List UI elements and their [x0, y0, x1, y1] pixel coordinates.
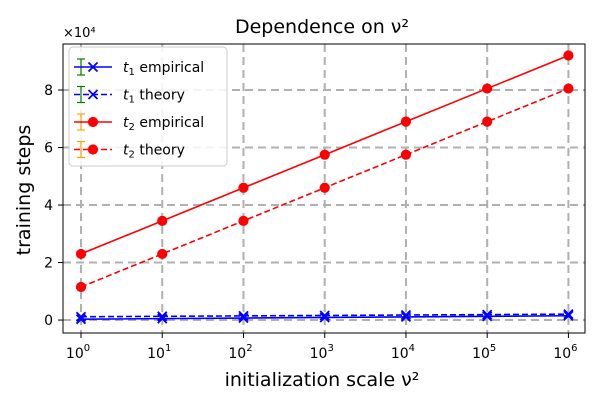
marker-stroke	[75, 311, 87, 322]
marker-stroke	[563, 310, 574, 321]
y-tick-label: 4	[44, 198, 53, 214]
series-layer	[75, 50, 574, 325]
legend: t1 empirical t1 theory t2 empirical t2 theo…	[68, 46, 228, 167]
y-tick-label: 8	[44, 83, 53, 99]
data-point-t1t	[563, 309, 574, 320]
x-tick-label: 100	[66, 343, 90, 362]
marker-stroke	[563, 309, 574, 320]
legend-label: t2 theory	[123, 143, 185, 161]
series-t1e	[75, 310, 574, 325]
data-point-t2t	[400, 149, 412, 160]
marker-stroke	[238, 310, 249, 322]
legend-marker	[87, 89, 99, 100]
legend-marker	[87, 61, 99, 73]
marker-stroke	[157, 311, 168, 322]
ticks: 100 101 102 103 104 105 106 0 2 4 6 8	[44, 83, 577, 362]
legend-entry-t2e: t2 empirical	[74, 113, 204, 133]
data-point-t2e	[157, 215, 168, 226]
y-axis-label: training steps	[13, 125, 35, 256]
legend-marker	[87, 116, 99, 128]
legend-entry-t2t: t2 theory	[74, 140, 185, 161]
y-multiplier: ×10⁴	[63, 26, 96, 41]
marker-stroke	[400, 311, 412, 323]
data-point-t1e	[482, 311, 493, 322]
y-tick-label: 2	[44, 256, 53, 272]
marker-stroke	[482, 311, 493, 322]
data-point-t2t	[157, 248, 168, 260]
x-tick-label: 101	[147, 343, 171, 362]
x-tick-label: 104	[391, 343, 415, 362]
legend-entry-t1e: t1 empirical	[74, 58, 204, 78]
data-point-t2t	[75, 281, 87, 293]
data-point-t2t	[482, 116, 493, 127]
marker-stroke	[87, 61, 99, 73]
data-point-t2e	[238, 182, 249, 193]
data-point-t1t	[482, 309, 493, 320]
data-point-t2e	[563, 50, 574, 61]
data-point-t1t	[157, 311, 168, 322]
x-tick-label: 106	[553, 343, 577, 362]
series-t2t	[75, 83, 574, 293]
legend-entry-t1t: t1 theory	[74, 85, 185, 106]
y-tick-label: 6	[44, 141, 53, 157]
series-t1t	[75, 309, 574, 322]
marker-stroke	[87, 89, 99, 100]
y-tick-label: 0	[44, 313, 53, 329]
x-tick-label: 103	[310, 343, 334, 362]
marker-stroke	[238, 312, 249, 324]
legend-label: t2 empirical	[123, 115, 204, 133]
x-tick-label: 105	[472, 343, 496, 362]
data-point-t1t	[400, 309, 412, 321]
data-point-t2t	[319, 182, 330, 193]
data-point-t2e	[75, 248, 87, 260]
legend-marker	[87, 144, 99, 155]
marker-stroke	[319, 312, 330, 323]
legend-label: t1 theory	[123, 88, 185, 106]
plot-frame	[62, 43, 586, 334]
data-point-t2e	[482, 83, 493, 94]
data-point-t1t	[319, 310, 330, 321]
legend-frame	[68, 46, 228, 167]
series-t2e	[75, 50, 574, 260]
x-axis-label: initialization scale ν²	[225, 369, 420, 391]
data-point-t1e	[400, 311, 412, 323]
data-point-t1e	[563, 310, 574, 321]
data-point-t2e	[400, 116, 412, 127]
legend-label: t1 empirical	[123, 60, 204, 78]
marker-stroke	[319, 310, 330, 321]
data-point-t2t	[563, 83, 574, 94]
data-point-t2t	[238, 215, 249, 226]
data-point-t1t	[75, 311, 87, 322]
data-point-t1e	[238, 312, 249, 324]
data-point-t1e	[319, 312, 330, 323]
chart-title: Dependence on ν²	[235, 16, 409, 38]
marker-stroke	[482, 309, 493, 320]
marker-stroke	[400, 309, 412, 321]
x-tick-label: 102	[228, 343, 252, 362]
data-point-t2e	[319, 149, 330, 160]
data-point-t1t	[238, 310, 249, 322]
